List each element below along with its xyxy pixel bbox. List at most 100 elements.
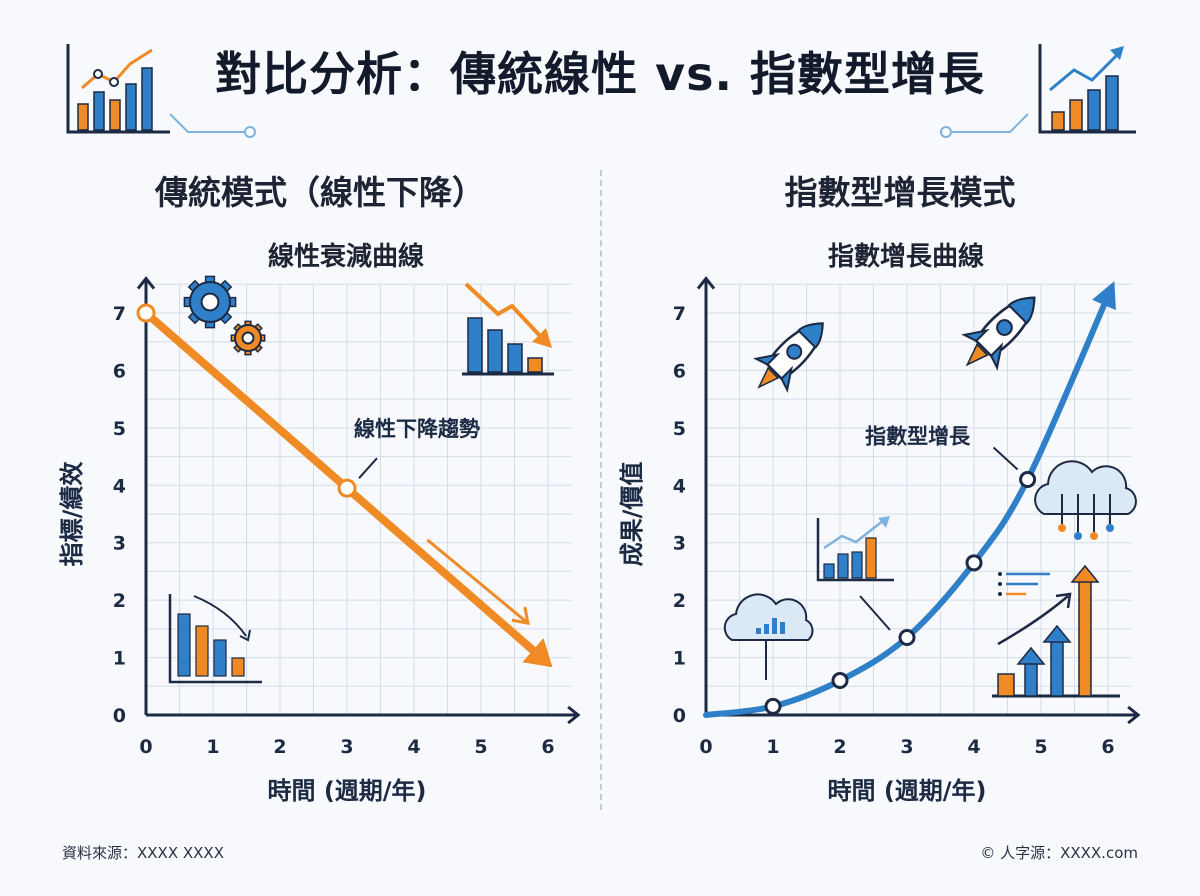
growth-bar-chart-icon — [816, 516, 894, 631]
growth-arrows-chart-icon — [992, 564, 1120, 698]
bar — [997, 673, 1015, 697]
bar — [527, 357, 543, 373]
trend-arrow-head — [511, 606, 530, 625]
y-axis-arrow — [136, 276, 156, 290]
gears-icon — [230, 320, 266, 356]
right-panel-title: 指數型增長模式 — [784, 173, 1016, 212]
bar — [213, 639, 227, 677]
gear-hole — [241, 331, 255, 345]
bar — [756, 628, 761, 634]
bar — [865, 537, 877, 579]
legend-dot — [998, 572, 1002, 576]
arrow-shaft — [1024, 661, 1038, 697]
y-tick-label: 1 — [113, 648, 126, 670]
rocket-nose — [1007, 296, 1036, 325]
arrow-head — [1016, 646, 1046, 665]
rocket-fin — [989, 342, 1004, 371]
network-node — [1090, 532, 1098, 540]
bar — [772, 618, 777, 634]
x-axis-label: 時間 (週期/年) — [827, 777, 986, 805]
y-tick-label: 0 — [113, 705, 126, 727]
arrow-head — [1070, 564, 1100, 583]
x-axis-arrow — [567, 705, 581, 725]
annotation-label: 線性下降趨勢 — [354, 417, 480, 441]
bar — [823, 563, 835, 579]
y-tick-label: 3 — [113, 533, 126, 555]
mini-trend — [823, 519, 885, 550]
annotation-leader — [992, 446, 1019, 471]
panel-divider — [600, 170, 602, 810]
y-tick-label: 2 — [673, 590, 686, 612]
rocket-icon — [753, 322, 824, 393]
bar — [177, 613, 191, 677]
footer-credit: © 人字源：XXXX.com — [980, 844, 1138, 862]
x-tick-label: 5 — [1034, 736, 1047, 758]
y-axis-arrow — [696, 276, 716, 290]
left-panel-title: 傳統模式（線性下降） — [155, 173, 485, 212]
header-chart-icon-left — [66, 44, 256, 138]
rocket-icon — [961, 296, 1036, 371]
mini-trend — [193, 595, 247, 637]
network-node — [1106, 524, 1114, 532]
bar — [837, 553, 849, 579]
y-tick-label: 4 — [673, 475, 686, 497]
network-node — [1058, 524, 1066, 532]
y-tick-label: 5 — [673, 418, 686, 440]
y-tick-label: 4 — [113, 475, 126, 497]
declining-bar-chart-icon — [462, 282, 554, 376]
arrow-head — [1042, 624, 1072, 643]
x-tick-label: 0 — [699, 736, 712, 758]
bar — [467, 317, 483, 373]
linear-decay-chart: 0 1 2 3 4 5 6 0 1 2 3 4 5 6 7 時間 (週期/年) 指標/績效 線性下降趨勢 — [58, 275, 581, 805]
x-axis-arrow — [1127, 705, 1141, 725]
x-tick-label: 1 — [766, 736, 779, 758]
y-tick-label: 6 — [113, 360, 126, 382]
rocket-flame — [965, 343, 989, 367]
data-point-marker — [337, 478, 357, 498]
network-node — [1074, 532, 1082, 540]
x-tick-label: 5 — [474, 736, 487, 758]
y-tick-label: 0 — [673, 705, 686, 727]
x-tick-label: 4 — [967, 736, 980, 758]
bar — [764, 624, 769, 634]
mini-axes — [816, 518, 894, 582]
y-tick-label: 2 — [113, 590, 126, 612]
annotation-label: 指數型增長 — [865, 425, 971, 449]
gears-icon — [183, 275, 237, 329]
data-point-marker — [136, 303, 156, 323]
legend-dot — [998, 592, 1002, 596]
y-tick-label: 3 — [673, 533, 686, 555]
legend-dot — [998, 582, 1002, 586]
data-point-marker — [1019, 471, 1037, 489]
x-tick-label: 4 — [407, 736, 420, 758]
rocket-window — [996, 319, 1013, 336]
rocket-fin — [780, 365, 794, 393]
arrow-shaft — [1050, 639, 1064, 697]
rocket-flame — [757, 366, 780, 389]
small-declining-bar-chart-icon — [168, 594, 262, 684]
rocket-nose — [797, 322, 824, 349]
x-tick-label: 2 — [833, 736, 846, 758]
x-tick-label: 3 — [900, 736, 913, 758]
x-tick-label: 6 — [541, 736, 554, 758]
bar — [195, 625, 209, 677]
y-tick-label: 7 — [673, 303, 686, 325]
rocket-window — [786, 343, 803, 360]
y-axis-label: 成果/價值 — [618, 462, 646, 567]
trend-arrow — [426, 538, 529, 625]
growth-curve-head — [1055, 592, 1072, 609]
bar — [780, 622, 785, 634]
page-title: 對比分析：傳統線性 vs. 指數型增長 — [215, 47, 985, 101]
bar — [487, 329, 503, 373]
data-point-marker — [764, 697, 782, 715]
exponential-growth-chart: 0 1 2 3 4 5 6 0 1 2 3 4 5 6 7 時間 (週期/年) 成果/價值 指數型增長 — [618, 276, 1141, 805]
y-tick-label: 6 — [673, 360, 686, 382]
cloud-shape — [1034, 460, 1137, 515]
exponential-series-arrowhead — [1092, 281, 1116, 311]
footer-source: 資料來源：XXXX XXXX — [62, 844, 224, 862]
mini-trend-head — [239, 629, 251, 642]
cloud-shape — [723, 593, 814, 641]
bar — [231, 657, 245, 677]
y-axis-label: 指標/績效 — [58, 462, 86, 567]
chart-leader — [859, 595, 891, 631]
